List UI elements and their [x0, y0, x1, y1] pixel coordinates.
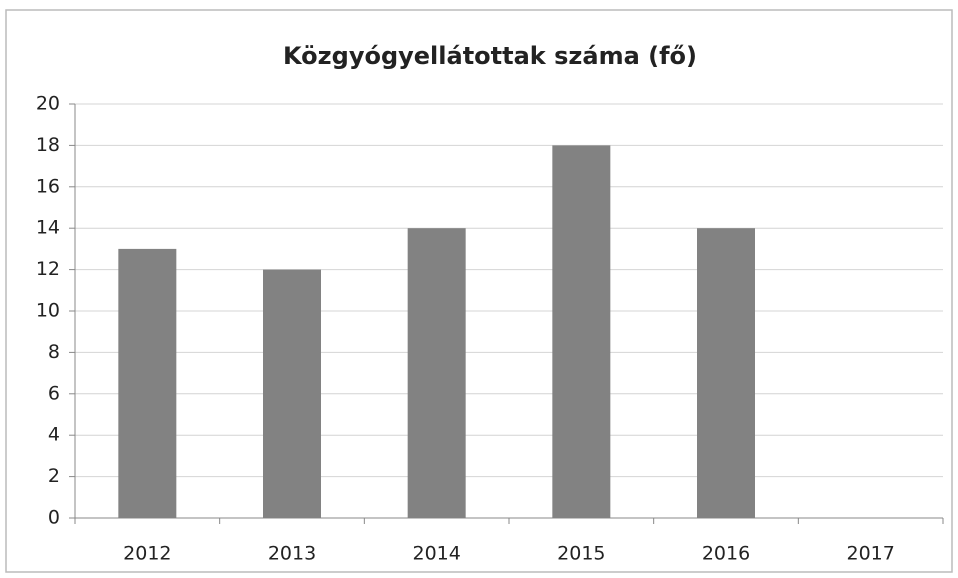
- x-tick-label: 2013: [268, 543, 316, 565]
- x-tick-label: 2016: [702, 543, 750, 565]
- y-tick-label: 8: [48, 341, 60, 363]
- y-tick-label: 12: [36, 258, 60, 280]
- y-tick-label: 6: [48, 382, 60, 404]
- x-tick-label: 2012: [123, 543, 171, 565]
- bar: [263, 269, 321, 518]
- y-tick-label: 2: [48, 465, 60, 487]
- x-tick-label: 2014: [412, 543, 460, 565]
- bar: [118, 248, 177, 518]
- y-tick-label: 4: [48, 424, 60, 446]
- x-tick-label: 2017: [846, 543, 894, 565]
- bar: [407, 228, 466, 518]
- y-tick-label: 14: [36, 217, 60, 239]
- x-tick-label: 2015: [557, 543, 605, 565]
- y-tick-label: 10: [36, 300, 60, 322]
- bar: [697, 228, 755, 518]
- chart-title: Közgyógyellátottak száma (fő): [283, 42, 697, 70]
- y-tick-label: 20: [36, 93, 60, 115]
- y-tick-label: 18: [36, 134, 60, 156]
- y-tick-label: 16: [36, 175, 60, 197]
- y-tick-label: 0: [48, 507, 60, 529]
- bar: [552, 145, 611, 518]
